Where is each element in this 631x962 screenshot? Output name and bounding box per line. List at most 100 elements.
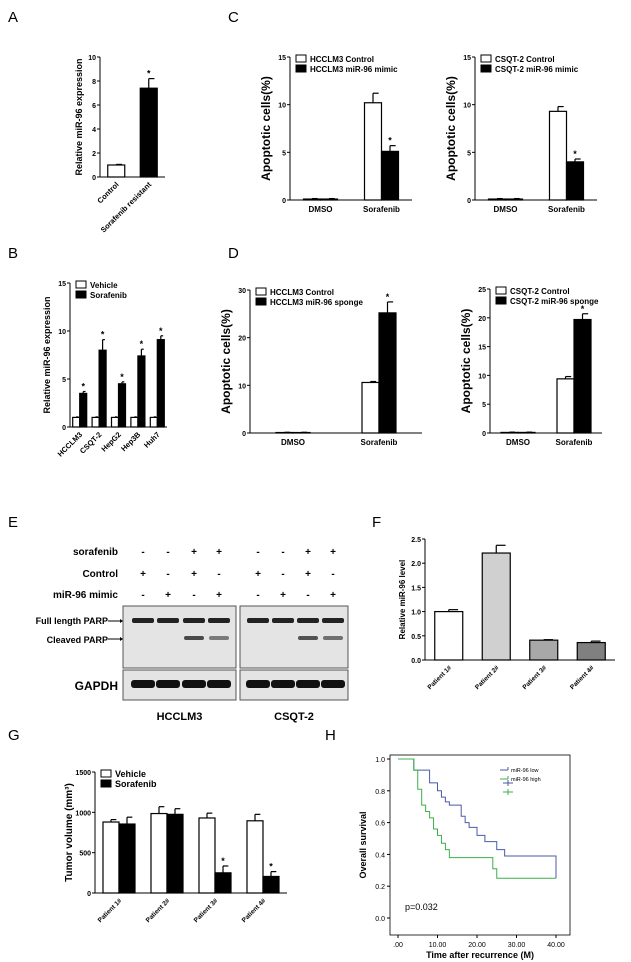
- y-tick-label: 10: [238, 383, 246, 390]
- y-tick-label: 5: [62, 377, 66, 384]
- y-tick-label: 20: [478, 316, 486, 323]
- band-full-length-parp: [183, 618, 205, 623]
- x-tick-label: Patient 3#: [193, 897, 220, 924]
- band-full-length-parp: [208, 618, 230, 623]
- x-tick-label: 30.00: [508, 942, 526, 949]
- legend-label: miR-96 low: [511, 768, 539, 774]
- bar: [529, 639, 559, 661]
- y-tick-label: 25: [478, 287, 486, 294]
- treatment-sign: +: [140, 569, 146, 580]
- x-tick-label: Huh7: [142, 430, 162, 450]
- band-gapdh: [156, 680, 180, 688]
- treatment-sign: -: [281, 569, 284, 580]
- band-cleaved-parp: [298, 636, 318, 640]
- x-tick-label: Control: [95, 180, 120, 205]
- y-tick-label: 0: [282, 198, 286, 205]
- treatment-sign: -: [166, 569, 169, 580]
- x-tick-label: Patient 1#: [426, 664, 453, 691]
- treatment-sign: -: [281, 547, 284, 558]
- treatment-sign: +: [330, 590, 336, 601]
- survival-curve-high: [398, 758, 556, 879]
- legend-swatch: [295, 54, 307, 63]
- y-tick-label: 1000: [75, 810, 91, 817]
- y-tick-label: 5: [482, 402, 486, 409]
- x-tick-label: 40.00: [547, 942, 565, 949]
- x-tick-label: DMSO: [309, 205, 333, 214]
- x-axis-title: Time after recurrence (M): [426, 950, 534, 960]
- treatment-sign: -: [256, 547, 259, 558]
- blot-row-label: miR-96 mimic: [53, 590, 118, 601]
- y-axis-title-C1: Apoptotic cells(%): [259, 76, 273, 181]
- treatment-sign: -: [256, 590, 259, 601]
- legend-label: CSQT-2 Control: [510, 287, 570, 296]
- bar: [504, 198, 524, 201]
- significance-star: *: [159, 326, 163, 336]
- legend-swatch: [255, 297, 267, 306]
- bar: [573, 318, 592, 434]
- y-tick-label: 15: [478, 345, 486, 352]
- x-tick-label: CSQT-2: [78, 430, 104, 456]
- bar: [79, 392, 88, 428]
- bar: [137, 355, 146, 428]
- bar: [214, 872, 232, 894]
- y-axis-title-D1: Apoptotic cells(%): [219, 309, 233, 414]
- bar: [166, 813, 184, 894]
- bar: [302, 198, 322, 201]
- band-full-length-parp: [247, 618, 269, 623]
- y-axis-title-F: Relative miR-96 level: [398, 560, 407, 640]
- bar: [117, 383, 127, 428]
- panel-letter-A: A: [8, 9, 18, 26]
- y-tick-label: 0.4: [375, 852, 385, 859]
- significance-star: *: [140, 339, 144, 349]
- y-tick-label: 0: [467, 198, 471, 205]
- y-axis-title: Overall survival: [358, 811, 368, 878]
- treatment-sign: +: [216, 590, 222, 601]
- y-tick-label: 500: [79, 851, 91, 858]
- legend-label: CSQT-2 miR-96 sponge: [510, 297, 599, 306]
- y-axis-title-B: Relative miR-96 expression: [42, 296, 52, 413]
- legend-swatch: [255, 287, 267, 296]
- bar: [149, 416, 158, 428]
- legend-swatch: [295, 64, 307, 73]
- bar: [139, 87, 158, 178]
- treatment-sign: +: [165, 590, 171, 601]
- band-cleaved-parp: [323, 636, 343, 640]
- treatment-sign: +: [330, 547, 336, 558]
- bar: [107, 164, 126, 178]
- legend-label: HCCLM3 miR-96 sponge: [270, 298, 363, 307]
- y-tick-label: 0.8: [375, 789, 385, 796]
- bar: [576, 641, 606, 661]
- legend-label: Vehicle: [90, 281, 118, 290]
- x-tick-label: 20.00: [468, 942, 486, 949]
- y-tick-label: 5: [282, 150, 286, 157]
- panel-letter-F: F: [372, 514, 381, 531]
- bar: [361, 381, 380, 434]
- band-full-length-parp: [272, 618, 294, 623]
- y-tick-label: 1500: [75, 770, 91, 777]
- y-tick-label: 0.0: [411, 658, 421, 665]
- significance-star: *: [81, 381, 85, 391]
- x-tick-label: Sorafenib: [363, 205, 400, 214]
- panel-letter-C: C: [228, 9, 239, 26]
- legend-label: CSQT-2 miR-96 mimic: [495, 65, 579, 74]
- survival-curve-low: [398, 758, 557, 879]
- x-tick-label: Patient 2#: [145, 897, 172, 924]
- legend-swatch: [480, 64, 492, 73]
- x-tick-label: DMSO: [506, 438, 530, 447]
- bar: [118, 823, 136, 894]
- treatment-sign: -: [217, 569, 220, 580]
- y-tick-label: 15: [278, 55, 286, 62]
- band-full-length-parp: [157, 618, 179, 623]
- y-tick-label: 1.5: [411, 585, 421, 592]
- legend-swatch: [75, 290, 87, 299]
- y-tick-label: 10: [58, 329, 66, 336]
- treatment-sign: +: [191, 569, 197, 580]
- y-tick-label: 10: [278, 103, 286, 110]
- bar: [110, 416, 120, 428]
- band-gapdh: [182, 680, 206, 688]
- arrow-head: [120, 619, 123, 623]
- y-tick-label: 0: [242, 431, 246, 438]
- y-tick-label: 4: [92, 127, 96, 134]
- y-tick-label: 8: [92, 79, 96, 86]
- y-tick-label: 6: [92, 103, 96, 110]
